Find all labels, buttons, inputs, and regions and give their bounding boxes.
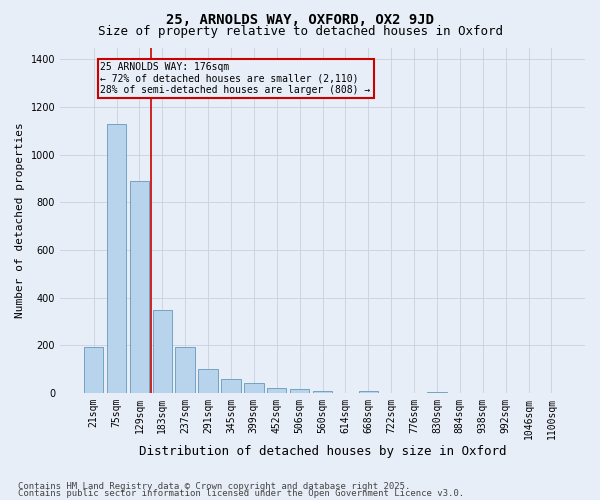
Bar <box>290 390 310 393</box>
Bar <box>130 181 149 393</box>
Y-axis label: Number of detached properties: Number of detached properties <box>15 122 25 318</box>
Text: Contains HM Land Registry data © Crown copyright and database right 2025.: Contains HM Land Registry data © Crown c… <box>18 482 410 491</box>
Bar <box>152 310 172 393</box>
Text: Contains public sector information licensed under the Open Government Licence v3: Contains public sector information licen… <box>18 489 464 498</box>
Text: Size of property relative to detached houses in Oxford: Size of property relative to detached ho… <box>97 25 503 38</box>
X-axis label: Distribution of detached houses by size in Oxford: Distribution of detached houses by size … <box>139 444 506 458</box>
Bar <box>313 390 332 393</box>
Text: 25 ARNOLDS WAY: 176sqm
← 72% of detached houses are smaller (2,110)
28% of semi-: 25 ARNOLDS WAY: 176sqm ← 72% of detached… <box>100 62 371 95</box>
Bar <box>199 369 218 393</box>
Bar <box>359 390 378 393</box>
Bar <box>175 346 195 393</box>
Bar <box>84 346 103 393</box>
Bar <box>244 384 263 393</box>
Bar <box>427 392 446 393</box>
Bar <box>107 124 126 393</box>
Bar <box>221 378 241 393</box>
Bar <box>267 388 286 393</box>
Text: 25, ARNOLDS WAY, OXFORD, OX2 9JD: 25, ARNOLDS WAY, OXFORD, OX2 9JD <box>166 12 434 26</box>
